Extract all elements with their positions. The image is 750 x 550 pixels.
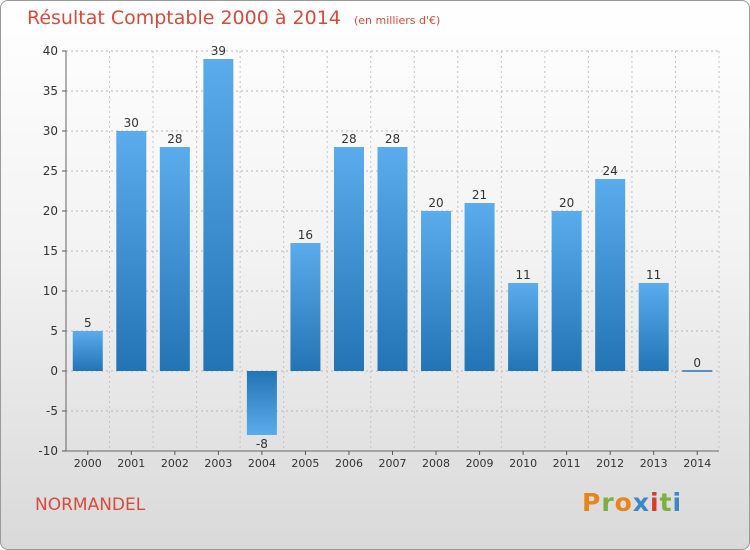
data-label: 28 xyxy=(341,132,356,146)
y-tick-label: 15 xyxy=(43,244,58,258)
unit-note: (en milliers d'€) xyxy=(353,14,441,27)
x-tick-label: 2013 xyxy=(640,457,668,470)
bar xyxy=(159,147,190,371)
y-tick-label: 0 xyxy=(50,364,58,378)
x-tick-label: 2010 xyxy=(509,457,537,470)
x-tick-label: 2009 xyxy=(466,457,494,470)
x-tick-label: 2005 xyxy=(291,457,319,470)
data-label: 11 xyxy=(646,268,661,282)
y-tick-label: 20 xyxy=(43,204,58,218)
data-label: 21 xyxy=(472,188,487,202)
data-label: 20 xyxy=(559,196,574,210)
x-tick-label: 2014 xyxy=(683,457,711,470)
bar xyxy=(246,371,277,435)
brand-logo-letter: i xyxy=(650,488,660,517)
data-label: 20 xyxy=(428,196,443,210)
bar xyxy=(203,59,234,371)
bars xyxy=(72,59,713,435)
y-tick-label: 25 xyxy=(43,164,58,178)
y-tick-label: 35 xyxy=(43,84,58,98)
y-tick-label: 10 xyxy=(43,284,58,298)
x-tick-label: 2000 xyxy=(74,457,102,470)
title-row: Résultat Comptable 2000 à 2014 (en milli… xyxy=(27,7,440,29)
brand-logo-letter: P xyxy=(582,488,602,517)
y-tick-label: 5 xyxy=(50,324,58,338)
x-tick-label: 2004 xyxy=(248,457,276,470)
brand-logo-letter: o xyxy=(614,488,633,517)
x-tick-label: 2008 xyxy=(422,457,450,470)
data-label: 16 xyxy=(298,228,313,242)
bar xyxy=(551,211,582,371)
data-labels: 5 30 28 39 -8 16 28 28 20 21 11 20 24 11 0 xyxy=(84,44,701,451)
x-tick-label: 2011 xyxy=(553,457,581,470)
bar xyxy=(116,131,147,371)
data-label: 0 xyxy=(693,356,701,370)
brand-logo-letter: x xyxy=(632,488,650,517)
data-label: 28 xyxy=(385,132,400,146)
bar xyxy=(464,203,495,371)
bar xyxy=(72,331,103,371)
brand-logo-letter: i xyxy=(672,488,683,517)
data-label: 39 xyxy=(211,44,226,58)
data-label: 28 xyxy=(167,132,182,146)
bar xyxy=(638,283,669,371)
data-label: 24 xyxy=(603,164,618,178)
y-tick-label: -5 xyxy=(46,404,58,418)
data-label: 5 xyxy=(84,316,92,330)
bar xyxy=(595,179,626,371)
bar xyxy=(421,211,452,371)
x-tick-label: 2007 xyxy=(379,457,407,470)
place-name: NORMANDEL xyxy=(35,495,146,515)
brand-logo: Proxiti xyxy=(582,488,682,517)
y-tick-label: 30 xyxy=(43,124,58,138)
data-label: 11 xyxy=(515,268,530,282)
bar xyxy=(290,243,321,371)
axes xyxy=(62,50,719,455)
x-tick-label: 2012 xyxy=(596,457,624,470)
y-tick-label: 40 xyxy=(43,44,58,58)
bar xyxy=(508,283,539,371)
brand-logo-letter: t xyxy=(659,488,673,517)
x-tick-label: 2001 xyxy=(117,457,145,470)
x-tick-label: 2006 xyxy=(335,457,363,470)
bar xyxy=(333,147,364,371)
x-tick-label: 2003 xyxy=(204,457,232,470)
y-tick-label: -10 xyxy=(38,444,58,458)
data-label: 30 xyxy=(124,116,139,130)
data-label: -8 xyxy=(256,437,268,451)
chart-title: Résultat Comptable 2000 à 2014 xyxy=(27,7,341,29)
brand-logo-letter: r xyxy=(601,488,615,517)
bar xyxy=(377,147,408,371)
x-tick-label: 2002 xyxy=(161,457,189,470)
